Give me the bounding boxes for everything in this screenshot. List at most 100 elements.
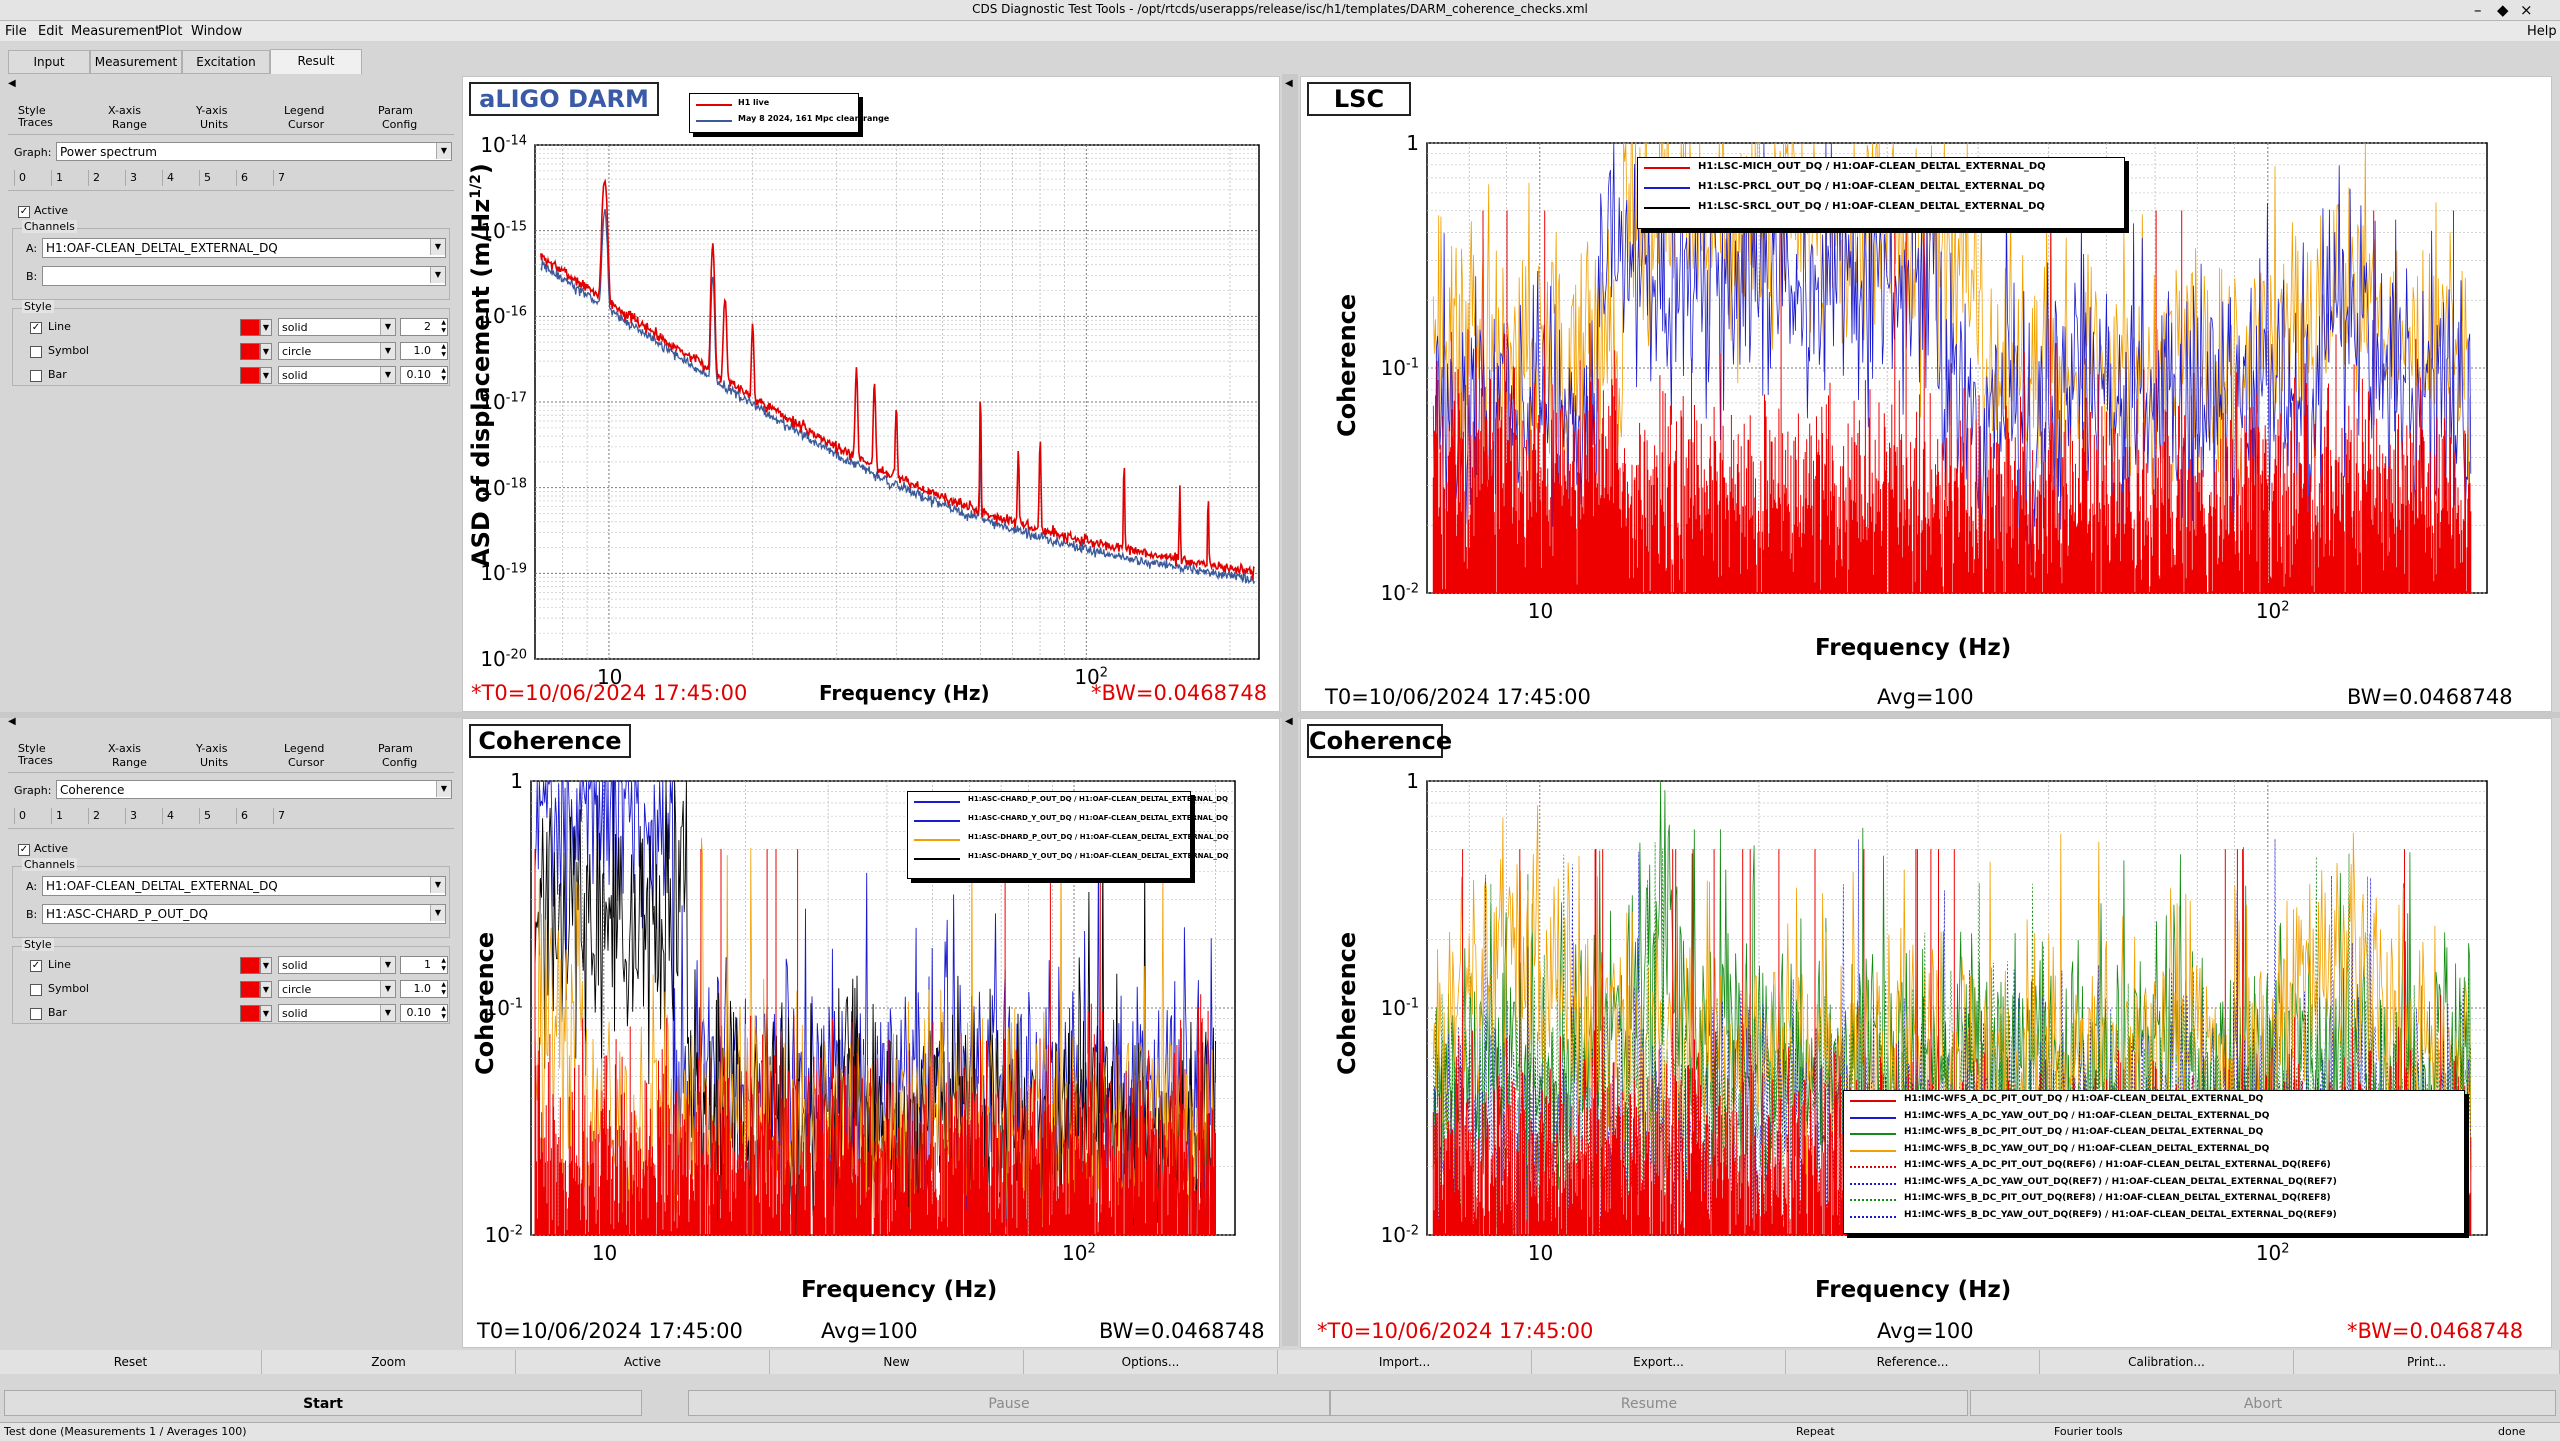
color-swatch[interactable] [240,367,260,384]
collapse-arrow-icon[interactable]: ◀ [8,78,16,89]
line-checkbox[interactable]: ✓ [30,960,42,972]
new-button[interactable]: New [770,1350,1024,1374]
menu-help[interactable]: Help [2527,24,2557,39]
options-tab-config[interactable]: Config [382,756,418,769]
plot-legend[interactable]: H1:LSC-MICH_OUT_DQ / H1:OAF-CLEAN_DELTAL… [1637,157,2125,229]
line-type-select[interactable]: solid ▼ [278,956,396,974]
close-icon[interactable]: × [2520,1,2533,19]
trace-tab-0[interactable]: 0 [14,808,52,824]
options-tab-param[interactable]: Param [378,104,413,117]
options-tab-units[interactable]: Units [200,756,229,769]
plot-legend[interactable]: H1 live May 8 2024, 161 Mpc clean range [689,93,889,133]
options-tab-units[interactable]: Units [200,118,229,131]
active-button[interactable]: Active [516,1350,770,1374]
options-tab-legend[interactable]: Legend [284,742,325,755]
spinner-arrows-icon[interactable]: ▲ ▼ [441,367,446,382]
menu-window[interactable]: Window [191,24,243,39]
trace-tab-6[interactable]: 6 [236,170,274,186]
color-dropdown-icon[interactable]: ▼ [260,319,272,336]
spinner-arrows-icon[interactable]: ▲ ▼ [441,981,446,996]
bar-checkbox[interactable] [30,370,42,382]
spinner-arrows-icon[interactable]: ▲ ▼ [441,1005,446,1020]
symbol-type-select[interactable]: circle ▼ [278,980,396,998]
menu-file[interactable]: File [5,24,27,39]
calibration-button[interactable]: Calibration... [2040,1350,2294,1374]
options-tab-x-axis[interactable]: X-axis [108,104,141,117]
color-dropdown-icon[interactable]: ▼ [260,1005,272,1022]
color-dropdown-icon[interactable]: ▼ [260,367,272,384]
trace-tab-5[interactable]: 5 [199,170,237,186]
trace-tab-7[interactable]: 7 [273,808,311,824]
options-tab-cursor[interactable]: Cursor [288,118,325,131]
options-tab-x-axis[interactable]: X-axis [108,742,141,755]
print-button[interactable]: Print... [2294,1350,2560,1374]
reset-button[interactable]: Reset [0,1350,262,1374]
trace-tab-3[interactable]: 3 [125,170,163,186]
options-tab-config[interactable]: Config [382,118,418,131]
resume-button[interactable]: Resume [1330,1390,1968,1416]
trace-tab-0[interactable]: 0 [14,170,52,186]
plot-legend[interactable]: H1:ASC-CHARD_P_OUT_DQ / H1:OAF-CLEAN_DEL… [907,791,1229,879]
trace-tab-3[interactable]: 3 [125,808,163,824]
color-swatch[interactable] [240,343,260,360]
collapse-arrow-icon[interactable]: ◀ [1285,716,1293,727]
trace-tab-4[interactable]: 4 [162,170,200,186]
options-tab-legend[interactable]: Legend [284,104,325,117]
symbol-width-spinner[interactable]: 1.0 ▲ ▼ [400,342,448,360]
symbol-type-select[interactable]: circle ▼ [278,342,396,360]
plot-title[interactable]: LSC [1307,82,1411,116]
maximize-icon[interactable]: ◆ [2497,1,2509,19]
symbol-width-spinner[interactable]: 1.0 ▲ ▼ [400,980,448,998]
collapse-arrow-icon[interactable]: ◀ [1285,78,1293,89]
color-swatch[interactable] [240,1005,260,1022]
tab-excitation[interactable]: Excitation [182,50,270,74]
active-checkbox[interactable]: ✓ [18,206,30,218]
options-tab-style[interactable]: Style [18,742,46,755]
trace-tab-2[interactable]: 2 [88,808,126,824]
bar-type-select[interactable]: solid ▼ [278,366,396,384]
plot-title[interactable]: Coherence [469,724,631,758]
import-button[interactable]: Import... [1278,1350,1532,1374]
plot-panel-darm[interactable]: H1 live May 8 2024, 161 Mpc clean range aL… [462,76,1280,712]
active-checkbox[interactable]: ✓ [18,844,30,856]
zoom-button[interactable]: Zoom [262,1350,516,1374]
plot-title[interactable]: aLIGO DARM [469,82,659,116]
graph-select[interactable]: Power spectrum ▼ [56,142,452,161]
symbol-checkbox[interactable] [30,346,42,358]
minimize-icon[interactable]: – [2474,1,2482,19]
bar-checkbox[interactable] [30,1008,42,1020]
channel-a-select[interactable]: H1:OAF-CLEAN_DELTAL_EXTERNAL_DQ ▼ [42,876,446,896]
pane-divider-horizontal[interactable] [0,712,2560,718]
color-swatch[interactable] [240,319,260,336]
symbol-checkbox[interactable] [30,984,42,996]
color-swatch[interactable] [240,981,260,998]
bar-width-spinner[interactable]: 0.10 ▲ ▼ [400,366,448,384]
color-dropdown-icon[interactable]: ▼ [260,343,272,360]
options-tab-y-axis[interactable]: Y-axis [196,742,228,755]
menu-edit[interactable]: Edit [38,24,64,39]
options-tab-cursor[interactable]: Cursor [288,756,325,769]
spinner-arrows-icon[interactable]: ▲ ▼ [441,319,446,334]
graph-select[interactable]: Coherence ▼ [56,780,452,799]
bar-type-select[interactable]: solid ▼ [278,1004,396,1022]
trace-tab-5[interactable]: 5 [199,808,237,824]
color-swatch[interactable] [240,957,260,974]
tab-input[interactable]: Input [8,50,90,74]
options-tab-traces[interactable]: Traces [18,754,53,767]
options-tab-range[interactable]: Range [112,756,147,769]
options-tab-range[interactable]: Range [112,118,147,131]
trace-tab-2[interactable]: 2 [88,170,126,186]
channel-b-select[interactable]: H1:ASC-CHARD_P_OUT_DQ ▼ [42,904,446,924]
spinner-arrows-icon[interactable]: ▲ ▼ [441,343,446,358]
plot-panel-imc-coherence[interactable]: H1:IMC-WFS_A_DC_PIT_OUT_DQ / H1:OAF-CLEA… [1300,718,2552,1348]
trace-tab-1[interactable]: 1 [51,170,89,186]
line-type-select[interactable]: solid ▼ [278,318,396,336]
pane-divider-vertical[interactable] [1282,74,1298,1346]
options-tab-style[interactable]: Style [18,104,46,117]
reference-button[interactable]: Reference... [1786,1350,2040,1374]
tab-measurement[interactable]: Measurement [90,50,182,74]
line-width-spinner[interactable]: 2 ▲ ▼ [400,318,448,336]
line-checkbox[interactable]: ✓ [30,322,42,334]
options-tab-param[interactable]: Param [378,742,413,755]
tab-result[interactable]: Result [270,49,362,74]
